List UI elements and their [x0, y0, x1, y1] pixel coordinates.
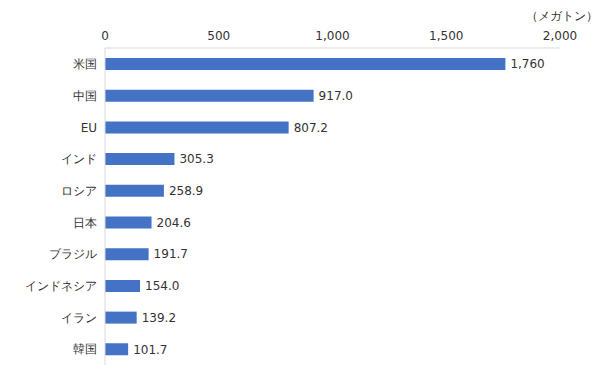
svg-text:1,500: 1,500: [429, 29, 463, 43]
svg-text:139.2: 139.2: [142, 311, 176, 325]
svg-text:1,000: 1,000: [315, 29, 349, 43]
svg-text:305.3: 305.3: [179, 152, 213, 166]
svg-text:インドネシア: インドネシア: [25, 279, 97, 293]
svg-text:日本: 日本: [73, 216, 97, 230]
svg-text:807.2: 807.2: [294, 121, 328, 135]
svg-text:EU: EU: [81, 121, 97, 135]
svg-text:1,760: 1,760: [510, 57, 544, 71]
svg-text:米国: 米国: [73, 57, 97, 71]
svg-text:917.0: 917.0: [319, 89, 353, 103]
html-text:（メガトン）: （メガトン）: [526, 9, 598, 23]
svg-text:インド: インド: [61, 152, 97, 166]
svg-text:204.6: 204.6: [157, 216, 191, 230]
svg-text:258.9: 258.9: [169, 184, 203, 198]
svg-text:0: 0: [101, 29, 109, 43]
svg-text:2,000: 2,000: [543, 29, 577, 43]
svg-text:ロシア: ロシア: [61, 184, 97, 198]
svg-text:101.7: 101.7: [133, 343, 167, 357]
svg-text:191.7: 191.7: [154, 247, 188, 261]
svg-text:154.0: 154.0: [145, 279, 179, 293]
svg-text:イラン: イラン: [61, 311, 97, 325]
svg-text:韓国: 韓国: [73, 342, 97, 356]
svg-text:中国: 中国: [73, 89, 97, 103]
svg-text:500: 500: [207, 29, 230, 43]
svg-text:ブラジル: ブラジル: [49, 247, 97, 261]
